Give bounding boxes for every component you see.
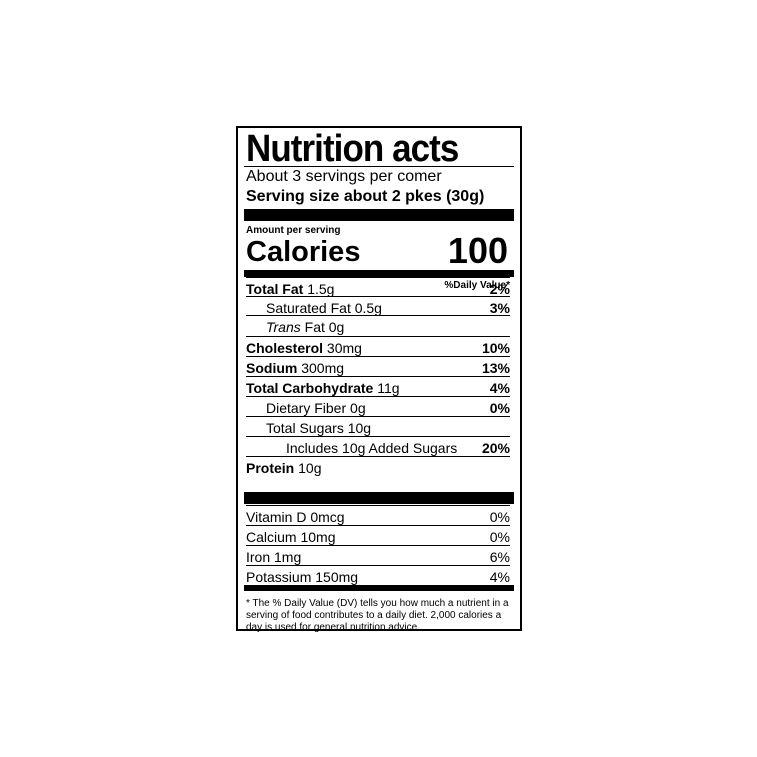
nutrient: Total Carbohydrate 11g — [246, 380, 400, 396]
nutrient: Total Sugars 10g — [246, 420, 371, 436]
servings: About 3 servings per comer — [246, 168, 442, 185]
nutrient: Sodium 300mg — [246, 360, 344, 376]
thick-rule — [244, 585, 514, 591]
nutrient-name: Saturated Fat — [266, 300, 351, 316]
nutrient-amount: 0g — [350, 400, 366, 416]
nutrient-name: Cholesterol — [246, 340, 324, 356]
nutrient-row: Iron 1mg 6% — [246, 545, 510, 565]
daily-value: 20% — [481, 440, 510, 456]
nutrient-name: Sodium — [246, 360, 298, 376]
nutrient-name: Calcium — [246, 529, 297, 545]
daily-value: 0% — [489, 400, 510, 416]
daily-value: 2% — [489, 281, 510, 297]
nutrient-name: Total Carbohydrate — [246, 380, 374, 396]
nutrient-row: Calcium 10mg 0% — [246, 525, 510, 545]
nutrient-name: Potassium — [246, 569, 312, 585]
nutrient-row: Dietary Fiber 0g 0% — [246, 396, 510, 416]
nutrient: Dietary Fiber 0g — [246, 400, 366, 416]
nutrient-name: Protein — [246, 460, 295, 476]
nutrient-row: Total Fat 1.5g 2% — [246, 277, 510, 297]
nutrient: Cholesterol 30mg — [246, 340, 362, 356]
nutrition-label: Nutrition acts About 3 servings per come… — [236, 126, 522, 633]
nutrient-amount: 10g — [298, 460, 322, 476]
nutrient-name: Includes 10g Added Sugars — [286, 440, 458, 456]
nutrient-row: Vitamin D 0mcg 0% — [246, 505, 510, 525]
daily-value: 10% — [481, 340, 510, 356]
nutrient-amount: 300mg — [301, 360, 345, 376]
nutrient-name: Dietary Fiber — [266, 400, 347, 416]
thick-rule — [244, 492, 514, 504]
thick-rule — [244, 270, 514, 277]
serving-size: Serving size about 2 pkes (30g) — [246, 188, 485, 205]
nutrient: Vitamin D 0mcg — [246, 509, 345, 525]
nutrient-row: Total Carbohydrate 11g 4% — [246, 376, 510, 396]
daily-value: 6% — [489, 549, 510, 565]
dv-header: %Daily Value* — [444, 280, 510, 291]
nutrient-row: Total Sugars 10g — [246, 416, 510, 436]
daily-value: 13% — [481, 360, 510, 376]
title: Nutrition acts — [246, 128, 459, 170]
nutrient-row: Cholesterol 30mg 10% — [246, 336, 510, 356]
nutrient-amount: Fat 0g — [304, 319, 345, 335]
daily-value: 3% — [489, 300, 510, 316]
amount-heading: Amount per serving — [246, 225, 341, 236]
thick-rule — [244, 209, 514, 221]
calories-value: 100 — [447, 230, 508, 271]
nutrient-name: Vitamin D — [246, 509, 307, 525]
nutrient: Iron 1mg — [246, 549, 301, 565]
rule — [244, 166, 514, 167]
nutrient-amount: 10mg — [300, 529, 336, 545]
calories-label: Calories — [246, 236, 361, 268]
nutrient: Total Fat 1.5g — [246, 281, 334, 297]
nutrient: Calcium 10mg — [246, 529, 336, 545]
nutrient-amount: 1.5g — [307, 281, 335, 297]
nutrient-amount: 30mg — [326, 340, 362, 356]
nutrient-row: Potassium 150mg 4% — [246, 565, 510, 585]
nutrient-row: Trans Fat 0g — [246, 315, 510, 335]
nutrient-amount: 0mcg — [310, 509, 345, 525]
nutrient-name: Trans — [266, 319, 301, 335]
footnote: * The % Daily Value (DV) tells you how m… — [246, 598, 509, 633]
nutrient-name: Total Fat — [246, 281, 304, 297]
nutrient-row: Includes 10g Added Sugars 20% — [246, 436, 510, 456]
nutrient-row: Protein 10g — [246, 456, 510, 476]
nutrient-amount: 1mg — [274, 549, 302, 565]
nutrient-amount: 11g — [377, 380, 400, 396]
nutrient: Potassium 150mg — [246, 569, 358, 585]
nutrient-name: Iron — [246, 549, 271, 565]
nutrient-amount: 0.5g — [354, 300, 382, 316]
nutrient: Trans Fat 0g — [246, 319, 344, 335]
nutrient-name: Total Sugars — [266, 420, 344, 436]
daily-value: 4% — [489, 380, 510, 396]
nutrient-row: Saturated Fat 0.5g 3% — [246, 296, 510, 316]
nutrient: Includes 10g Added Sugars — [246, 440, 457, 456]
daily-value: 0% — [489, 529, 510, 545]
nutrient-amount: 10g — [347, 420, 372, 436]
nutrient-row: Sodium 300mg 13% — [246, 356, 510, 376]
daily-value: 0% — [489, 509, 510, 525]
nutrient: Protein 10g — [246, 460, 321, 476]
nutrient-amount: 150mg — [315, 569, 359, 585]
nutrient: Saturated Fat 0.5g — [246, 300, 382, 316]
daily-value: 4% — [489, 569, 510, 585]
